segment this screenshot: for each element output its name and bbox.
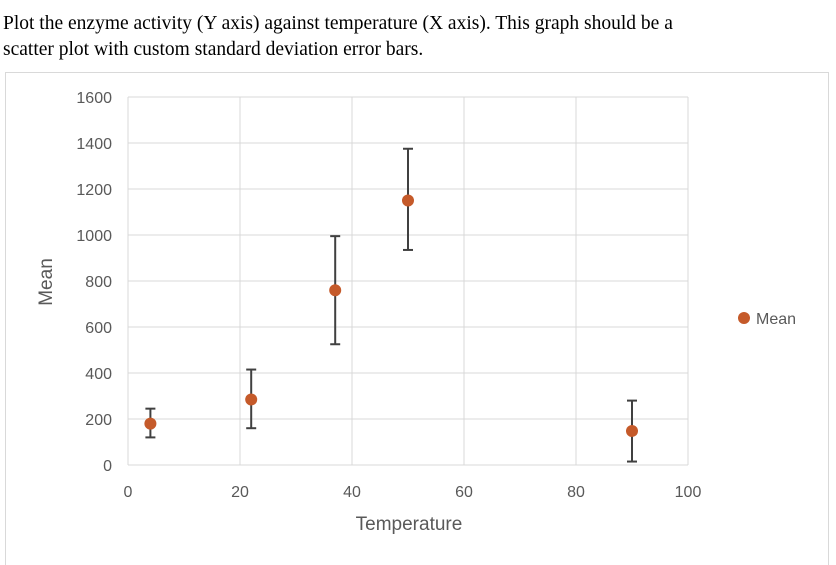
- y-tick-label: 0: [103, 458, 112, 475]
- question-line-1: Plot the enzyme activity (Y axis) agains…: [3, 13, 673, 34]
- x-tick-label: 40: [343, 484, 361, 501]
- data-point: [626, 424, 638, 437]
- chart-area: [5, 72, 829, 565]
- data-points: [144, 194, 638, 437]
- question-text: Plot the enzyme activity (Y axis) agains…: [3, 11, 823, 63]
- data-point: [402, 194, 414, 207]
- error-bars: [145, 147, 637, 463]
- y-axis-title: Mean: [36, 258, 57, 306]
- legend: Mean: [738, 311, 796, 328]
- x-tick-label: 60: [455, 484, 473, 501]
- y-axis-tick-labels: 0 200 400 600 800 1000 1200 1400 1600: [76, 90, 112, 475]
- x-tick-label: 20: [231, 484, 249, 501]
- y-tick-label: 200: [85, 412, 112, 429]
- x-axis-tick-labels: 0 20 40 60 80 100: [124, 484, 702, 501]
- y-tick-label: 600: [85, 320, 112, 337]
- x-tick-label: 0: [124, 484, 133, 501]
- x-tick-label: 80: [567, 484, 585, 501]
- x-tick-label: 100: [675, 484, 702, 501]
- y-tick-label: 800: [85, 274, 112, 291]
- data-point: [144, 417, 157, 430]
- y-tick-label: 1400: [76, 136, 112, 153]
- x-axis-title: Temperature: [356, 514, 463, 535]
- y-tick-label: 1200: [76, 182, 112, 199]
- y-tick-label: 1000: [76, 228, 112, 245]
- legend-label: Mean: [756, 311, 796, 328]
- legend-marker: [738, 312, 750, 324]
- data-point: [245, 393, 258, 406]
- data-point: [329, 284, 342, 297]
- gridlines: [127, 96, 689, 466]
- question-line-2: scatter plot with custom standard deviat…: [3, 39, 424, 60]
- y-tick-label: 400: [85, 366, 112, 383]
- y-tick-label: 1600: [76, 90, 112, 107]
